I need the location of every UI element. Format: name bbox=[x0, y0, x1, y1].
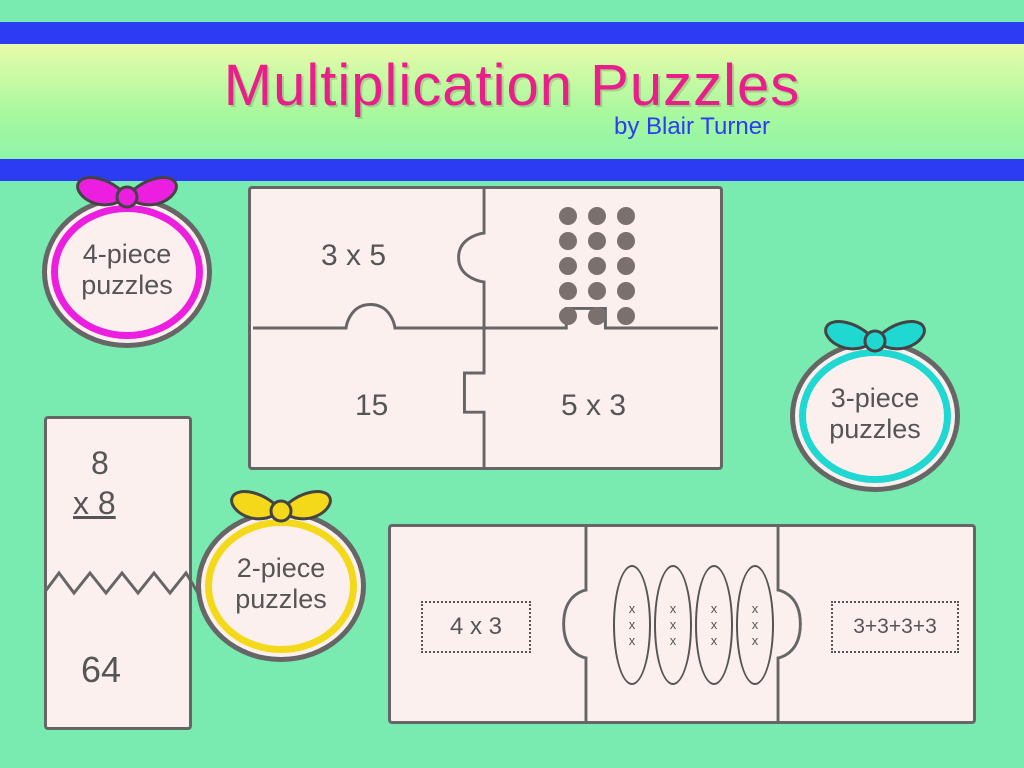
dot bbox=[617, 257, 635, 275]
dot bbox=[588, 257, 606, 275]
oval-group: xxxxxxxxxxxx bbox=[613, 565, 774, 685]
dot bbox=[617, 232, 635, 250]
page-title: Multiplication Puzzles bbox=[0, 44, 1024, 119]
two-top-a: 8 bbox=[91, 445, 109, 482]
oval: xxx bbox=[654, 565, 692, 685]
dot bbox=[559, 232, 577, 250]
oval: xxx bbox=[736, 565, 774, 685]
dot bbox=[617, 207, 635, 225]
title-text: Multiplication Puzzles bbox=[224, 53, 800, 118]
dot bbox=[588, 307, 606, 325]
puzzle-2piece-card: 8 x 8 64 bbox=[44, 416, 192, 730]
accent-bar-top bbox=[0, 22, 1024, 44]
dot bbox=[588, 207, 606, 225]
badge-2piece-text: 2-piece puzzles bbox=[196, 492, 366, 662]
header-band: Multiplication Puzzles by Blair Turner bbox=[0, 44, 1024, 159]
dot bbox=[559, 207, 577, 225]
badge-3piece-text: 3-piece puzzles bbox=[790, 322, 960, 492]
dot bbox=[617, 307, 635, 325]
badge-3piece-line2: puzzles bbox=[829, 414, 921, 445]
dot-array bbox=[559, 207, 639, 329]
badge-3piece: 3-piece puzzles bbox=[790, 322, 960, 492]
three-left-expr: 4 x 3 bbox=[450, 613, 502, 641]
four-top-left: 3 x 5 bbox=[321, 239, 386, 273]
oval: xxx bbox=[613, 565, 651, 685]
badge-4piece: 4-piece puzzles bbox=[42, 178, 212, 348]
badge-3piece-line1: 3-piece bbox=[831, 383, 920, 414]
badge-4piece-line1: 4-piece bbox=[83, 239, 172, 270]
dot bbox=[559, 257, 577, 275]
puzzle-4piece-outline bbox=[251, 189, 720, 467]
puzzle-3piece-card: 4 x 3 xxxxxxxxxxxx 3+3+3+3 bbox=[388, 524, 976, 724]
badge-4piece-line2: puzzles bbox=[81, 270, 173, 301]
badge-2piece-line1: 2-piece bbox=[237, 553, 326, 584]
puzzle-4piece-card: 3 x 5 15 5 x 3 bbox=[248, 186, 723, 470]
four-bottom-right: 5 x 3 bbox=[561, 389, 626, 423]
badge-4piece-text: 4-piece puzzles bbox=[42, 178, 212, 348]
two-bottom: 64 bbox=[81, 649, 121, 691]
badge-2piece: 2-piece puzzles bbox=[196, 492, 366, 662]
zigzag-divider bbox=[44, 569, 198, 597]
oval: xxx bbox=[695, 565, 733, 685]
dot bbox=[588, 282, 606, 300]
dot bbox=[617, 282, 635, 300]
dot bbox=[559, 282, 577, 300]
badge-2piece-line2: puzzles bbox=[235, 584, 327, 615]
three-left-box: 4 x 3 bbox=[421, 601, 531, 653]
two-top-b: x 8 bbox=[73, 485, 116, 522]
dot bbox=[588, 232, 606, 250]
three-right-box: 3+3+3+3 bbox=[831, 601, 959, 653]
three-right-expr: 3+3+3+3 bbox=[853, 615, 937, 639]
four-bottom-left: 15 bbox=[355, 389, 388, 423]
dot bbox=[559, 307, 577, 325]
